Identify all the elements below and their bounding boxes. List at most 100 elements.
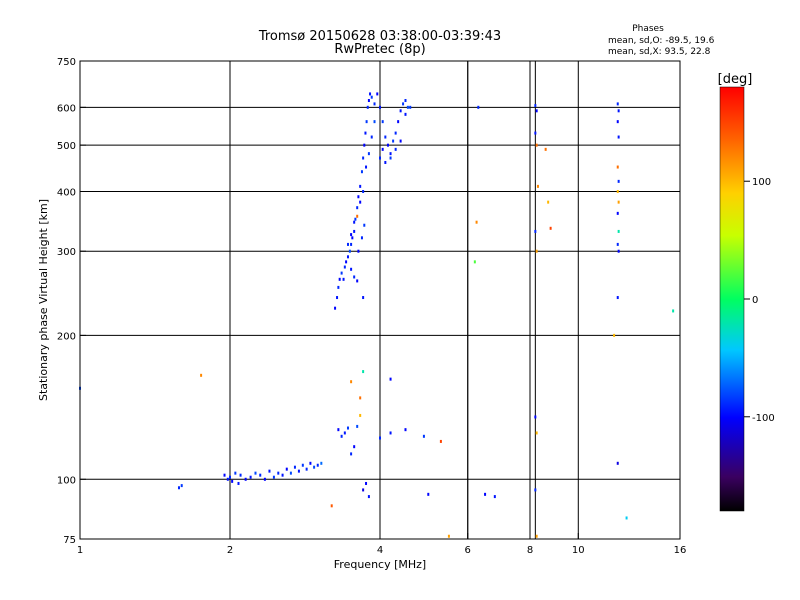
data-point [309, 461, 312, 465]
data-point [397, 120, 400, 124]
data-point [353, 445, 356, 449]
data-point [293, 465, 296, 469]
data-point [357, 249, 360, 253]
data-point [200, 373, 203, 377]
data-point [367, 99, 370, 103]
y-tick-label: 750 [57, 57, 76, 68]
data-point [357, 195, 360, 199]
y-tick-label: 75 [63, 535, 76, 546]
data-point [337, 285, 340, 289]
data-point [389, 431, 392, 435]
data-point [370, 95, 373, 99]
data-point [356, 206, 359, 210]
chart-title-line2: RwPretec (8p) [334, 42, 425, 57]
data-point [360, 236, 363, 240]
colorbar-ticks: 100 0 -100 [744, 177, 775, 424]
data-point [340, 434, 343, 438]
data-point [359, 184, 362, 188]
data-point [297, 469, 300, 473]
data-point [536, 184, 539, 188]
data-point [535, 249, 538, 253]
data-point [617, 200, 620, 204]
x-tick-label: 4 [377, 545, 383, 556]
data-point [346, 426, 349, 430]
y-tick-label: 200 [57, 331, 76, 342]
data-point [350, 233, 353, 237]
colorbar [719, 86, 745, 512]
data-point [343, 431, 346, 435]
data-point [350, 242, 353, 246]
x-tick-label: 2 [227, 545, 233, 556]
data-point [354, 217, 357, 221]
data-point [226, 477, 229, 481]
data-point [350, 267, 353, 271]
data-point [367, 495, 370, 499]
data-point [373, 120, 376, 124]
data-point [535, 109, 538, 113]
phases-x-stats: mean, sd,X: 93.5, 22.8 [608, 47, 711, 57]
data-point [399, 109, 402, 113]
data-point [336, 296, 339, 300]
data-point [369, 92, 372, 96]
data-point [389, 377, 392, 381]
phases-o-stats: mean, sd,O: -89.5, 19.6 [608, 36, 715, 46]
data-point [359, 413, 362, 417]
colorbar-tick-label: 100 [752, 177, 771, 188]
data-point [234, 471, 237, 475]
data-point [353, 229, 356, 233]
data-point [337, 428, 340, 432]
data-point [439, 439, 442, 443]
data-point [285, 467, 288, 471]
y-axis-ticks: 75 100 200 300 400 500 600 750 [57, 57, 86, 546]
data-point [237, 481, 240, 485]
y-tick-label: 500 [57, 141, 76, 152]
data-point [340, 271, 343, 275]
data-point [617, 249, 620, 253]
data-point [473, 260, 476, 264]
data-point [616, 461, 619, 465]
x-tick-label: 10 [572, 545, 585, 556]
data-point [672, 309, 675, 313]
data-point [447, 534, 450, 538]
data-point [394, 131, 397, 135]
data-point [404, 112, 407, 116]
data-point [350, 380, 353, 384]
data-point [422, 434, 425, 438]
data-point [616, 242, 619, 246]
data-point [617, 135, 620, 139]
data-point [534, 229, 537, 233]
data-point [254, 471, 257, 475]
data-point [356, 279, 359, 283]
data-point [384, 135, 387, 139]
data-point [535, 534, 538, 538]
data-point [534, 488, 537, 492]
data-point [244, 477, 247, 481]
data-point [356, 424, 359, 428]
data-point [617, 179, 620, 183]
data-point [263, 477, 266, 481]
data-point [281, 473, 284, 477]
colorbar-label: [deg] [718, 72, 753, 87]
data-point [477, 105, 480, 109]
data-point [346, 255, 349, 259]
data-point [360, 170, 363, 174]
data-point [249, 475, 252, 479]
data-point [268, 469, 271, 473]
data-point [338, 277, 341, 281]
data-point [544, 147, 547, 151]
x-tick-label: 16 [674, 545, 687, 556]
data-point [406, 105, 409, 109]
data-point [616, 120, 619, 124]
data-point [353, 220, 356, 224]
data-point [330, 504, 333, 508]
data-point [535, 431, 538, 435]
data-point [289, 471, 292, 475]
colorbar-tick-label: 0 [752, 295, 758, 306]
y-tick-label: 400 [57, 187, 76, 198]
data-point [617, 109, 620, 113]
data-point [404, 428, 407, 432]
data-point [362, 189, 365, 193]
data-point [356, 214, 359, 218]
data-point [365, 481, 368, 485]
